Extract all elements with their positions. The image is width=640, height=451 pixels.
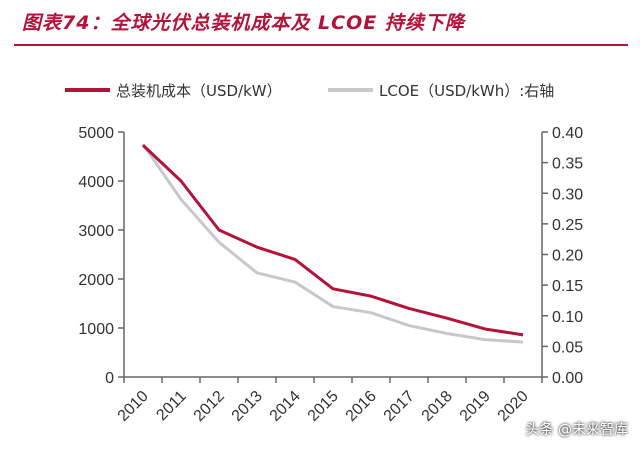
x-tick-label: 2016 bbox=[343, 388, 380, 425]
y-tick-right-label: 0.20 bbox=[552, 248, 583, 265]
y-tick-right-label: 0.25 bbox=[552, 217, 583, 234]
y-tick-left-label: 0 bbox=[105, 370, 114, 387]
x-tick-label: 2018 bbox=[419, 388, 456, 425]
y-tick-right-label: 0.00 bbox=[552, 370, 583, 387]
figure-title: 图表74：全球光伏总装机成本及 LCOE 持续下降 bbox=[22, 12, 465, 34]
y-tick-left-label: 2000 bbox=[78, 272, 114, 289]
x-tick-label: 2017 bbox=[381, 388, 418, 425]
x-tick-label: 2014 bbox=[267, 388, 304, 425]
y-tick-right-label: 0.30 bbox=[552, 186, 583, 203]
axes: 0 1000 2000 3000 4000 5000 0.00 0.05 0.10 0.15 0.2… bbox=[78, 125, 583, 425]
x-tick-label: 2012 bbox=[191, 388, 228, 425]
title-divider bbox=[14, 44, 628, 46]
legend-label-total-cost: 总装机成本（USD/kW） bbox=[116, 82, 282, 100]
y-tick-right-label: 0.10 bbox=[552, 309, 583, 326]
y-tick-left-label: 3000 bbox=[78, 223, 114, 240]
watermark: 头条 @未来智库 bbox=[525, 422, 628, 438]
y-tick-right-label: 0.05 bbox=[552, 339, 583, 356]
legend-label-lcoe: LCOE（USD/kWh）:右轴 bbox=[379, 82, 554, 100]
x-tick-label: 2011 bbox=[153, 388, 189, 424]
y-tick-right-label: 0.35 bbox=[552, 156, 583, 173]
legend: 总装机成本（USD/kW） LCOE（USD/kWh）:右轴 bbox=[65, 82, 554, 100]
x-tick-label: 2010 bbox=[115, 388, 152, 425]
series-line-total-cost bbox=[141, 144, 524, 337]
x-tick-label: 2013 bbox=[229, 388, 266, 425]
y-tick-right-label: 0.40 bbox=[552, 125, 583, 142]
series-lines bbox=[141, 143, 524, 344]
series-line-lcoe bbox=[141, 143, 524, 344]
y-tick-left-label: 5000 bbox=[78, 125, 114, 142]
x-tick-label: 2019 bbox=[457, 388, 494, 425]
y-tick-right-label: 0.15 bbox=[552, 278, 583, 295]
x-tick-label: 2015 bbox=[305, 388, 342, 425]
y-tick-left-label: 1000 bbox=[78, 321, 114, 338]
y-tick-left-label: 4000 bbox=[78, 174, 114, 191]
